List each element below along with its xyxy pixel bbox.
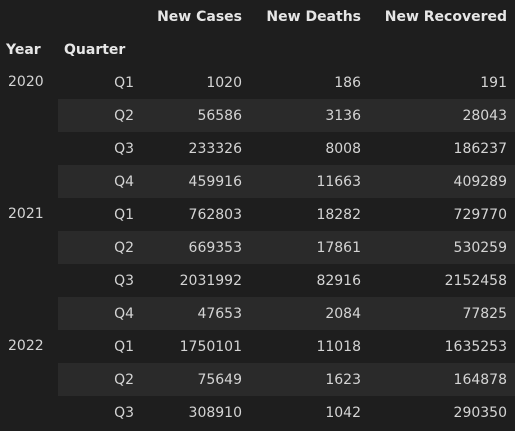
row-index-quarter: Q4 [58,165,142,198]
row-index-quarter: Q2 [58,99,142,132]
blank-header-cell [142,33,250,66]
row-index-quarter: Q1 [58,198,142,231]
cell-new-cases: 56586 [142,99,250,132]
table-row: Q3 308910 1042 290350 [0,396,515,429]
table-header: New Cases New Deaths New Recovered Year … [0,0,515,66]
cell-new-deaths: 17861 [250,231,369,264]
row-index-quarter: Q1 [58,66,142,99]
blank-header-cell [369,33,515,66]
row-index-year: 2022 [0,330,58,429]
column-header-row: New Cases New Deaths New Recovered [0,0,515,33]
table-row: Q2 56586 3136 28043 [0,99,515,132]
cell-new-recovered: 191 [369,66,515,99]
cell-new-recovered: 530259 [369,231,515,264]
table-row: Q2 669353 17861 530259 [0,231,515,264]
cell-new-recovered: 186237 [369,132,515,165]
cell-new-cases: 1750101 [142,330,250,363]
blank-header-cell [250,33,369,66]
row-index-quarter: Q2 [58,231,142,264]
cell-new-recovered: 164878 [369,363,515,396]
cell-new-cases: 308910 [142,396,250,429]
blank-header-cell [0,0,58,33]
table-body: 2020 Q1 1020 186 191 Q2 56586 3136 28043 Q3 233326… [0,66,515,429]
row-index-quarter: Q3 [58,264,142,297]
row-index-quarter: Q2 [58,363,142,396]
row-index-quarter: Q3 [58,132,142,165]
index-name-quarter: Quarter [64,41,126,58]
cell-new-deaths: 11018 [250,330,369,363]
cell-new-recovered: 1635253 [369,330,515,363]
cell-new-cases: 47653 [142,297,250,330]
table-row: Q2 75649 1623 164878 [0,363,515,396]
cell-new-cases: 233326 [142,132,250,165]
row-index-quarter: Q3 [58,396,142,429]
cell-new-recovered: 28043 [369,99,515,132]
cell-new-deaths: 1042 [250,396,369,429]
cell-new-recovered: 2152458 [369,264,515,297]
cell-new-deaths: 1623 [250,363,369,396]
cell-new-deaths: 11663 [250,165,369,198]
cell-new-recovered: 290350 [369,396,515,429]
index-name-year: Year [6,41,41,58]
row-index-year: 2021 [0,198,58,330]
column-header-new-deaths: New Deaths [266,8,361,25]
table-row: 2021 Q1 762803 18282 729770 [0,198,515,330]
blank-header-cell [58,0,142,33]
table-row: Q3 2031992 82916 2152458 [0,264,515,297]
cell-new-deaths: 186 [250,66,369,99]
row-index-quarter: Q4 [58,297,142,330]
cell-new-deaths: 2084 [250,297,369,330]
table-row: Q3 233326 8008 186237 [0,132,515,165]
table-row: 2022 Q1 1750101 11018 1635253 [0,330,515,429]
cell-new-cases: 669353 [142,231,250,264]
column-header-new-cases: New Cases [157,8,242,25]
cell-new-cases: 1020 [142,66,250,99]
row-index-quarter: Q1 [58,330,142,363]
row-index-year: 2020 [0,66,58,198]
cell-new-recovered: 409289 [369,165,515,198]
table-row: Q4 47653 2084 77825 [0,297,515,330]
table-row: Q4 459916 11663 409289 [0,165,515,198]
cell-new-deaths: 82916 [250,264,369,297]
cell-new-recovered: 729770 [369,198,515,231]
index-names-row: Year Quarter [0,33,515,66]
cell-new-cases: 459916 [142,165,250,198]
cell-new-cases: 2031992 [142,264,250,297]
cell-new-cases: 75649 [142,363,250,396]
cell-new-deaths: 18282 [250,198,369,231]
cell-new-recovered: 77825 [369,297,515,330]
cell-new-deaths: 8008 [250,132,369,165]
column-header-new-recovered: New Recovered [384,8,507,25]
table-row: 2020 Q1 1020 186 191 [0,66,515,198]
cell-new-cases: 762803 [142,198,250,231]
cell-new-deaths: 3136 [250,99,369,132]
